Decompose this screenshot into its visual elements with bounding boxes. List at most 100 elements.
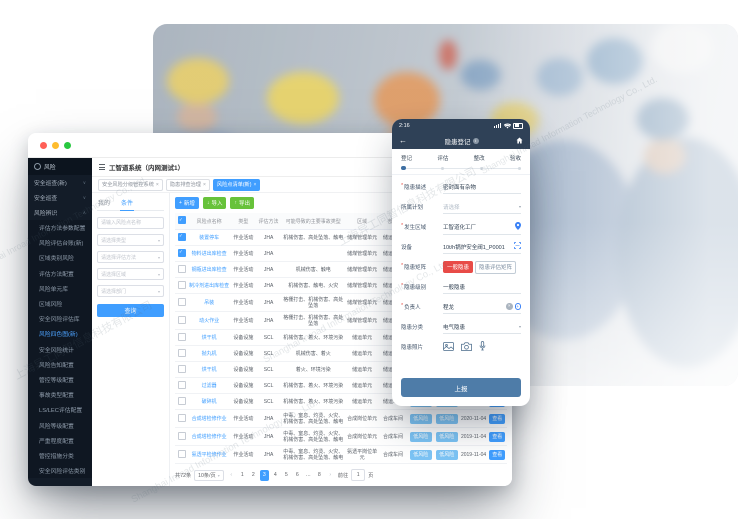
sidebar-item-LS/LEC评估配置[interactable]: LS/LEC评估配置 [28,402,92,418]
risk-point-link[interactable]: 制冷剂进出库检查 [189,282,230,289]
page-button[interactable]: 6 [295,471,299,478]
risk-point-link[interactable]: 合成塔检修作业 [191,433,227,440]
filter-tab-条件[interactable]: 条件 [120,197,135,211]
workspace-tab[interactable]: 风险点清单(新) × [212,178,261,191]
risk-point-link[interactable]: 吊装 [204,299,215,306]
filter-select[interactable]: 请选择部门 ▾ [97,285,164,297]
row-checkbox[interactable] [177,332,186,341]
prev-page-button[interactable]: ‹ [230,471,233,478]
row-checkbox[interactable] [177,280,186,289]
sidebar-item-安全风险评估库[interactable]: 安全风险评估库 [28,311,92,327]
close-icon[interactable]: × [155,181,159,188]
field-value[interactable] [443,339,521,355]
risk-point-link[interactable]: 过滤器 [201,382,217,389]
step-label-评估[interactable]: 评估 [437,156,449,162]
sidebar-item-评估方法配置[interactable]: 评估方法配置 [28,265,92,281]
sidebar-item-区域风险[interactable]: 区域风险 [28,295,92,312]
filter-input[interactable] [97,217,164,229]
sidebar-item-风险等级配置[interactable]: 风险等级配置 [28,417,92,433]
sidebar-item-安全风险评估类别[interactable]: 安全风险评估类别 [28,463,92,479]
minimize-window-dot[interactable] [52,141,59,149]
sidebar-item-风险四色图(新)[interactable]: 风险四色图(新) [28,326,92,342]
goto-page-input[interactable]: 1 [351,469,366,481]
risk-point-link[interactable]: 物料进出库检查 [191,250,227,257]
step-label-登记[interactable]: 登记 [401,156,413,162]
sidebar-item-严重程度配置[interactable]: 严重程度配置 [28,432,92,448]
field-value[interactable]: 请选择 ▾ [443,201,521,214]
plus-button[interactable]: + 新增 [175,197,199,209]
row-checkbox[interactable] [177,449,186,458]
row-checkbox[interactable] [177,380,186,389]
risk-point-link[interactable]: 烘干机 [201,334,217,341]
table-row[interactable]: 合成塔检修作业 作业活动 JHA 中毒、窒息、灼烫、火灾、机械伤害、高处坠落、触电 合成… [175,409,507,428]
risk-point-link[interactable]: 烘干机 [201,366,217,373]
submit-button[interactable]: 上报 [401,378,521,397]
field-value[interactable]: 一般隐患 隐患评估矩阵 [443,259,521,276]
workspace-tab[interactable]: 安全风险分级管控系统 × [98,178,163,191]
close-window-dot[interactable] [40,141,47,149]
row-checkbox[interactable] [177,232,186,241]
row-checkbox[interactable] [177,413,186,422]
page-button[interactable]: 2 [251,471,255,478]
filter-select[interactable]: 请选择区域 ▾ [97,268,164,280]
row-checkbox[interactable] [177,364,186,373]
view-button[interactable]: 查看 [489,413,506,424]
risk-point-link[interactable]: 装置停车 [199,234,220,241]
hamburger-icon[interactable] [99,164,105,170]
filter-select[interactable]: 请选择评估方法 ▾ [97,251,164,263]
risk-point-link[interactable]: 合成塔检修作业 [191,415,227,422]
table-row[interactable]: 氨透平检修作业 作业活动 JHA 中毒、窒息、灼烫、火灾、机械伤害、高处坠落、触电 氨透… [175,445,507,464]
sidebar-item-风险告知配置[interactable]: 风险告知配置 [28,356,92,372]
info-badge-icon[interactable]: i [472,137,479,144]
page-button[interactable]: 8 [317,471,321,478]
sidebar-item-安全风险统计[interactable]: 安全风险统计 [28,341,92,357]
row-checkbox[interactable] [177,248,186,257]
search-button[interactable]: 查询 [97,304,164,317]
field-value[interactable]: 电气隐患 ▾ [443,321,521,334]
per-page-select[interactable]: 10条/页 ▾ [194,469,224,481]
sidebar-item-评估方法参数配置[interactable]: 评估方法参数配置 [28,220,92,236]
general-danger-chip[interactable]: 一般隐患 [443,261,474,273]
row-checkbox[interactable] [177,315,186,324]
row-checkbox[interactable] [177,348,186,357]
zoom-window-dot[interactable] [64,141,71,149]
field-value[interactable]: 工智道化工厂 [443,220,521,235]
home-icon[interactable] [516,137,523,144]
page-button[interactable]: 3 [259,469,269,481]
row-checkbox[interactable] [177,297,186,306]
sidebar-item-风险单元库[interactable]: 风险单元库 [28,280,92,296]
row-checkbox[interactable] [177,431,186,440]
risk-point-link[interactable]: 氨透平检修作业 [191,451,227,458]
field-value[interactable]: 一般隐患 [443,281,521,294]
image-icon[interactable] [443,341,454,353]
view-button[interactable]: 查看 [489,431,506,442]
page-button[interactable]: 4 [273,471,277,478]
sidebar-item-风险评估台账(新)[interactable]: 风险评估台账(新) [28,235,92,251]
filter-tab-我的[interactable]: 我的 [98,201,111,207]
scan-icon[interactable] [514,242,521,251]
import-button[interactable]: ↓ 导入 [202,197,227,209]
back-arrow-icon[interactable]: ← [399,135,407,145]
sidebar-item-风险辨识[interactable]: 风险辨识 ∧ [28,205,92,220]
page-button[interactable]: 1 [240,471,244,478]
sidebar-item-风险[interactable]: 风险 [28,158,92,175]
field-value[interactable]: 密封面有杂物 [443,181,521,194]
sidebar-item-安全巡查[interactable]: 安全巡查 ∨ [28,190,92,205]
workspace-tab[interactable]: 隐患排查治理 × [165,178,210,191]
clear-circle-icon[interactable]: × [506,303,513,310]
risk-point-link[interactable]: 钢瓶进出库检查 [191,266,227,273]
sidebar-item-管控措施分类[interactable]: 管控措施分类 [28,447,92,463]
location-pin-icon[interactable] [515,221,521,232]
filter-select[interactable]: 请选择类型 ▾ [97,234,164,246]
mic-icon[interactable] [479,341,486,353]
sidebar-item-管控等级配置[interactable]: 管控等级配置 [28,371,92,388]
export-button[interactable]: ↑ 导出 [230,197,254,209]
view-button[interactable]: 查看 [489,449,506,460]
row-checkbox[interactable] [177,396,186,405]
camera-icon[interactable] [461,341,472,353]
sidebar-item-事故类型配置[interactable]: 事故类型配置 [28,387,92,403]
field-value[interactable]: 程龙 × + [443,301,521,314]
page-button[interactable]: 5 [284,471,288,478]
row-checkbox[interactable] [177,264,186,273]
step-label-验收[interactable]: 验收 [509,156,521,162]
